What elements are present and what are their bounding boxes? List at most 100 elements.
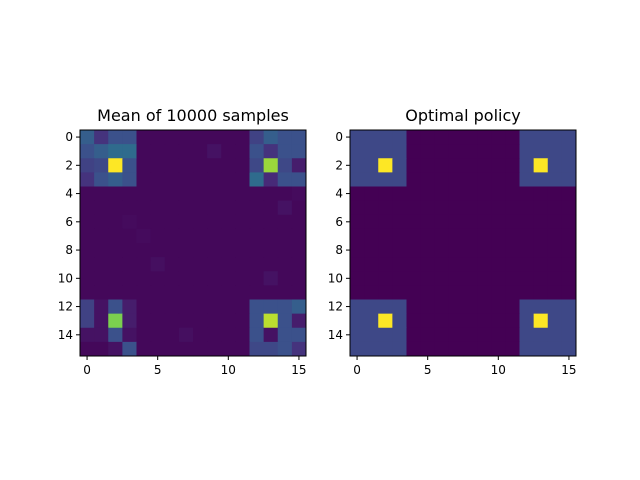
heatmap-cell	[108, 257, 123, 272]
heatmap-cell	[547, 130, 563, 145]
chart-title: Mean of 10000 samples	[97, 106, 289, 125]
heatmap-cell	[533, 285, 549, 301]
heatmap-cell	[463, 341, 478, 357]
heatmap-cell	[291, 130, 307, 145]
heatmap-cell	[108, 313, 123, 329]
heatmap-cell	[291, 341, 307, 357]
heatmap-cell	[94, 144, 109, 159]
x-tick-label: 10	[221, 363, 236, 377]
heatmap-cell	[291, 228, 307, 244]
heatmap-cell	[221, 214, 236, 230]
heatmap-cell	[561, 172, 577, 188]
heatmap-cell	[420, 200, 436, 216]
heatmap-cell	[448, 271, 464, 286]
heatmap-cell	[406, 313, 422, 329]
heatmap-cell	[277, 243, 293, 258]
heatmap-cell	[519, 172, 535, 188]
heatmap-cell	[178, 214, 194, 230]
heatmap-cell	[207, 271, 222, 286]
heatmap-cell	[533, 158, 549, 173]
heatmap-cell	[350, 158, 365, 173]
heatmap-cell	[420, 228, 436, 244]
heatmap-cell	[547, 313, 563, 329]
heatmap-cell	[235, 299, 251, 315]
heatmap-cell	[221, 130, 236, 145]
y-tick-label: 10	[58, 271, 73, 285]
heatmap-cell	[178, 257, 194, 272]
heatmap-cell	[392, 130, 408, 145]
heatmap-cell	[378, 313, 393, 329]
heatmap-cell	[406, 214, 422, 230]
heatmap-cell	[235, 172, 251, 188]
heatmap-cell	[378, 285, 393, 301]
heatmap-cell	[519, 186, 535, 202]
heatmap-cell	[80, 172, 95, 188]
heatmap-cell	[221, 271, 236, 286]
x-tick-label: 0	[83, 363, 91, 377]
heatmap-cell	[150, 257, 166, 272]
heatmap-cell	[150, 243, 166, 258]
heatmap-cell	[448, 144, 464, 159]
heatmap-cell	[505, 214, 521, 230]
heatmap-cell	[491, 214, 506, 230]
heatmap-cell	[108, 158, 123, 173]
heatmap-cell	[108, 243, 123, 258]
heatmap-cell	[505, 299, 521, 315]
heatmap-cell	[263, 327, 279, 343]
heatmap-cell	[249, 271, 265, 286]
heatmap-cell	[392, 327, 408, 343]
heatmap-cell	[477, 299, 492, 315]
heatmap-cell	[94, 257, 109, 272]
heatmap-cell	[533, 327, 549, 343]
heatmap-cell	[122, 158, 138, 173]
heatmap-cell	[193, 285, 208, 301]
heatmap-cell	[291, 144, 307, 159]
heatmap-cell	[235, 200, 251, 216]
heatmap-cell	[235, 214, 251, 230]
heatmap-cell	[350, 144, 365, 159]
heatmap-cell	[164, 186, 180, 202]
heatmap-cell	[448, 285, 464, 301]
heatmap-cell	[249, 243, 265, 258]
heatmap-cell	[178, 172, 194, 188]
heatmap-cell	[505, 271, 521, 286]
heatmap-cell	[277, 158, 293, 173]
heatmap-cell	[277, 144, 293, 159]
heatmap-cell	[178, 200, 194, 216]
heatmap-cell	[364, 299, 379, 315]
heatmap-cell	[533, 200, 549, 216]
heatmap-cell	[277, 200, 293, 216]
heatmap-cell	[277, 313, 293, 329]
heatmap-cell	[448, 228, 464, 244]
heatmap-cell	[420, 158, 436, 173]
heatmap-cell	[122, 257, 138, 272]
heatmap-cell	[136, 200, 152, 216]
heatmap-cell	[277, 130, 293, 145]
heatmap-cell	[108, 228, 123, 244]
heatmap-cell	[122, 228, 138, 244]
heatmap-cell	[277, 228, 293, 244]
heatmap-cell	[249, 257, 265, 272]
heatmap-cell	[406, 243, 422, 258]
heatmap-cell	[94, 285, 109, 301]
heatmap-cell	[108, 144, 123, 159]
heatmap-cell	[164, 257, 180, 272]
heatmap-cell	[164, 214, 180, 230]
heatmap-cell	[392, 158, 408, 173]
heatmap-cell	[277, 285, 293, 301]
heatmap-cell	[150, 186, 166, 202]
heatmap-cell	[491, 257, 506, 272]
heatmap-cell	[547, 257, 563, 272]
heatmap-cell	[463, 186, 478, 202]
heatmap-cell	[547, 144, 563, 159]
heatmap-cell	[94, 341, 109, 357]
heatmap-panel-optimal: Optimal policy 0 5 10 15 0 2 4 6 8 10 12 14	[328, 106, 577, 377]
heatmap-cell	[491, 327, 506, 343]
heatmap-cell	[193, 271, 208, 286]
heatmap-cell	[547, 271, 563, 286]
heatmap-cell	[207, 228, 222, 244]
heatmap-cell	[378, 130, 393, 145]
heatmap-cell	[505, 228, 521, 244]
heatmap-cell	[150, 285, 166, 301]
